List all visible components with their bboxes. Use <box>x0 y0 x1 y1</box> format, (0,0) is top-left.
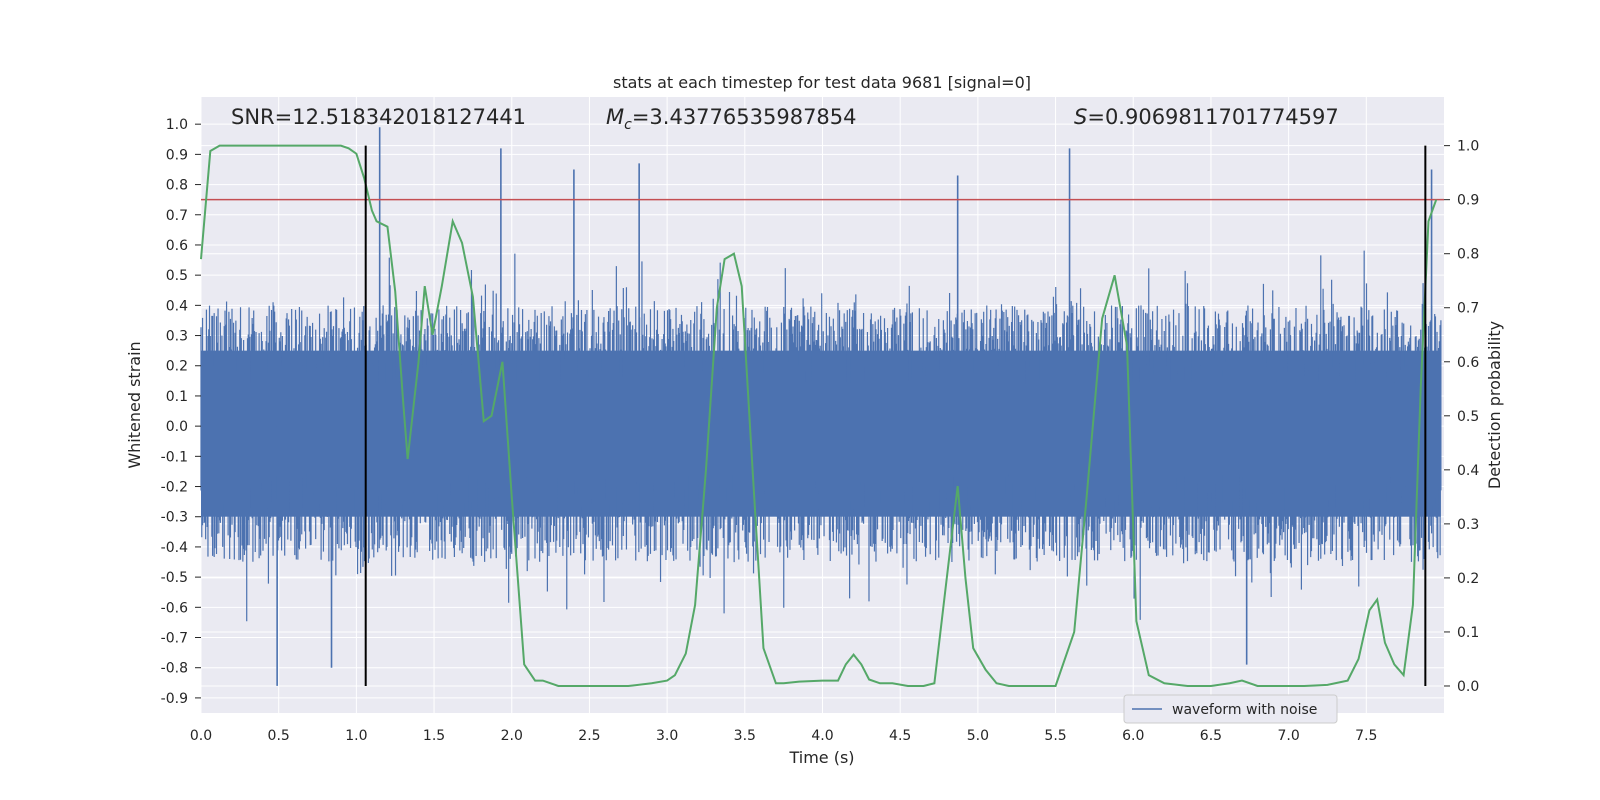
probability-line <box>200 144 1438 687</box>
chart-title: stats at each timestep for test data 968… <box>613 73 1031 92</box>
y-tick-label: -0.6 <box>161 600 188 616</box>
x-tick-label: 1.0 <box>345 728 367 744</box>
y-tick-label: -0.7 <box>161 631 188 647</box>
x-tick-label: 2.0 <box>501 728 523 744</box>
probability-series <box>200 144 1438 687</box>
y-right-tick-label: 0.8 <box>1457 247 1479 263</box>
s-symbol: S <box>1074 105 1087 129</box>
s-annotation: S=0.9069811701774597 <box>1074 105 1339 129</box>
y-right-tick-label: 0.4 <box>1457 463 1479 479</box>
x-tick-label: 3.5 <box>734 728 756 744</box>
y-tick-label: -0.1 <box>161 449 188 465</box>
y-right-tick-label: 0.1 <box>1457 625 1479 641</box>
y-tick-label: 0.7 <box>166 208 188 224</box>
legend-box <box>1123 694 1338 724</box>
y-tick-label: -0.9 <box>161 691 188 707</box>
y-tick-label: -0.8 <box>161 661 188 677</box>
x-tick-label: 4.0 <box>811 728 833 744</box>
waveform-series <box>200 127 1442 686</box>
y-tick-label: 0.2 <box>166 359 188 375</box>
x-tick-label: 5.0 <box>967 728 989 744</box>
y-right-tick-label: 1.0 <box>1457 139 1479 155</box>
y-tick-label: 0.0 <box>166 419 188 435</box>
x-tick-label: 1.5 <box>423 728 445 744</box>
ticks: 0.0 0.5 1.0 1.5 2.0 2.5 3.0 3.5 4.0 4.5 5.0 5.5 6.0 6… <box>161 117 1480 744</box>
x-tick-label: 2.5 <box>578 728 600 744</box>
y-tick-label: -0.5 <box>161 570 188 586</box>
x-tick-label: 0.5 <box>268 728 290 744</box>
y-right-tick-label: 0.6 <box>1457 355 1479 371</box>
x-tick-label: 4.5 <box>889 728 911 744</box>
x-tick-label: 6.0 <box>1122 728 1144 744</box>
y-right-tick-label: 0.0 <box>1457 679 1479 695</box>
y-right-tick-label: 0.5 <box>1457 409 1479 425</box>
y-tick-label: 0.9 <box>166 147 188 163</box>
y-right-tick-label: 0.2 <box>1457 571 1479 587</box>
waveform-line <box>200 250 1442 622</box>
x-tick-label: 7.5 <box>1355 728 1377 744</box>
x-axis-label: Time (s) <box>788 748 854 767</box>
chirp-mass-annotation: Mc=3.43776535987854 <box>606 105 857 133</box>
y-tick-label: 0.3 <box>166 329 188 345</box>
y-tick-label: 0.5 <box>166 268 188 284</box>
x-tick-label: 7.0 <box>1277 728 1299 744</box>
s-value: =0.9069811701774597 <box>1087 105 1338 129</box>
y-axis-label: Whitened strain <box>125 341 144 468</box>
y-right-tick-label: 0.7 <box>1457 301 1479 317</box>
y-tick-label: -0.4 <box>161 540 188 556</box>
y-right-tick-label: 0.3 <box>1457 517 1479 533</box>
y-tick-label: 0.1 <box>166 389 188 405</box>
x-tick-label: 5.5 <box>1044 728 1066 744</box>
snr-annotation: SNR=12.518342018127441 <box>231 105 526 129</box>
y-tick-label: -0.3 <box>161 510 188 526</box>
y-tick-label: 0.8 <box>166 178 188 194</box>
y-tick-label: 0.6 <box>166 238 188 254</box>
y-tick-label: 1.0 <box>166 117 188 133</box>
x-tick-label: 0.0 <box>190 728 212 744</box>
y-right-tick-label: 0.9 <box>1457 193 1479 209</box>
chirp-mass-symbol: M <box>606 105 624 129</box>
y-tick-label: -0.2 <box>161 480 188 496</box>
chirp-mass-subscript: c <box>624 117 632 133</box>
vertical-lines <box>364 145 1427 686</box>
y-right-axis-label: Detection probability <box>1485 321 1504 489</box>
x-tick-label: 3.0 <box>656 728 678 744</box>
legend-label: waveform with noise <box>1172 702 1317 718</box>
y-tick-label: 0.4 <box>166 298 188 314</box>
x-tick-label: 6.5 <box>1200 728 1222 744</box>
chirp-mass-value: =3.43776535987854 <box>632 105 857 129</box>
legend: waveform with noise <box>1123 694 1338 724</box>
